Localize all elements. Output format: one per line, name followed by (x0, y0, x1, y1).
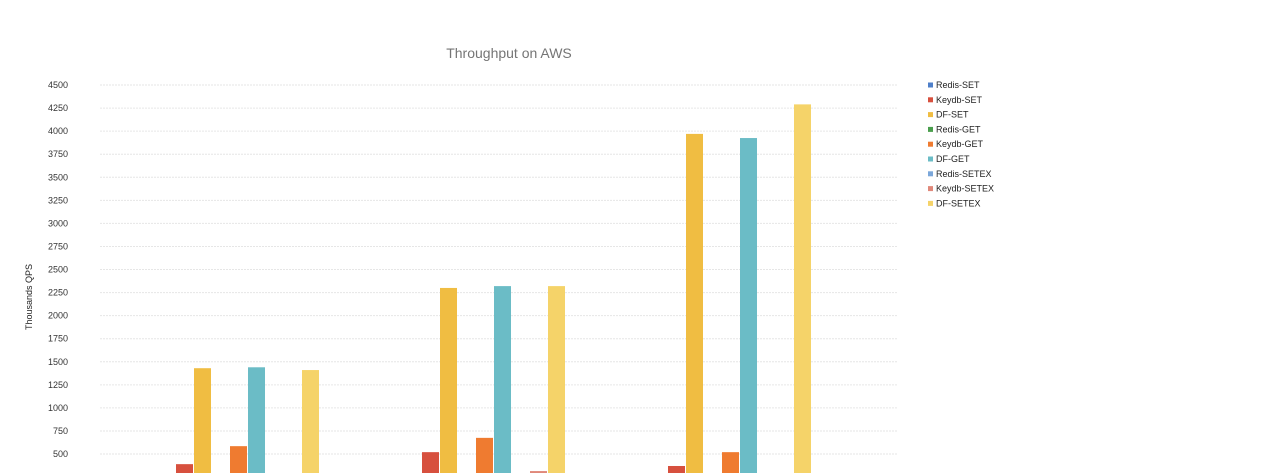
legend-item[interactable]: DF-SETEX (928, 198, 981, 208)
bar-df-set (686, 133, 703, 473)
legend-item[interactable]: Redis-GET (928, 124, 981, 134)
bar-df-get (740, 138, 757, 473)
y-tick-label: 3500 (48, 172, 68, 182)
legend-swatch (928, 186, 933, 192)
bar-keydb-set (176, 464, 193, 473)
bar-df-set (440, 287, 457, 473)
bar-df-setex (548, 286, 565, 473)
legend-swatch (928, 156, 933, 162)
legend-item[interactable]: Keydb-SETEX (928, 184, 994, 194)
y-tick-label: 4250 (48, 103, 68, 113)
y-tick-label: 1250 (48, 380, 68, 390)
legend-label: Keydb-GET (936, 139, 984, 149)
y-tick-label: 1000 (48, 403, 68, 413)
bar-df-setex (794, 104, 811, 473)
y-tick-label: 750 (53, 426, 68, 436)
y-axis-label: Thousands QPS (24, 264, 34, 330)
chart-title: Throughput on AWS (446, 45, 572, 61)
y-tick-label: 1750 (48, 334, 68, 344)
legend-label: DF-SET (936, 110, 969, 120)
y-tick-label: 2250 (48, 288, 68, 298)
legend-label: DF-SETEX (936, 198, 981, 208)
legend-label: Redis-SETEX (936, 169, 992, 179)
legend-swatch (928, 200, 933, 206)
y-tick-label: 1500 (48, 357, 68, 367)
legend-swatch (928, 141, 933, 147)
legend-swatch (928, 97, 933, 103)
bar-df-setex (302, 370, 319, 473)
legend-item[interactable]: Keydb-GET (928, 139, 984, 149)
bar-keydb-get (230, 446, 247, 473)
legend-label: DF-GET (936, 154, 970, 164)
y-tick-label: 3750 (48, 149, 68, 159)
legend-label: Redis-SET (936, 80, 980, 90)
y-tick-label: 2000 (48, 311, 68, 321)
bar-keydb-setex (530, 471, 547, 473)
y-tick-label: 500 (53, 449, 68, 459)
legend-item[interactable]: DF-SET (928, 110, 969, 120)
bar-keydb-set (422, 452, 439, 473)
bar-df-get (248, 367, 265, 473)
y-tick-label: 4000 (48, 126, 68, 136)
legend-item[interactable]: Redis-SETEX (928, 169, 992, 179)
legend-label: Redis-GET (936, 124, 981, 134)
bar-keydb-set (668, 465, 685, 473)
y-tick-label: 2500 (48, 265, 68, 275)
y-tick-label: 4500 (48, 80, 68, 90)
legend-swatch (928, 82, 933, 88)
legend-item[interactable]: Redis-SET (928, 80, 980, 90)
bar-keydb-get (476, 437, 493, 473)
legend-item[interactable]: Keydb-SET (928, 95, 983, 105)
legend-swatch (928, 126, 933, 132)
legend-label: Keydb-SETEX (936, 184, 994, 194)
y-tick-label: 3250 (48, 195, 68, 205)
bar-df-get (494, 286, 511, 473)
bar-keydb-get (722, 452, 739, 473)
y-tick-label: 2750 (48, 241, 68, 251)
legend-swatch (928, 171, 933, 177)
legend-item[interactable]: DF-GET (928, 154, 970, 164)
legend-swatch (928, 112, 933, 118)
bar-df-set (194, 368, 211, 473)
legend-label: Keydb-SET (936, 95, 983, 105)
y-tick-label: 3000 (48, 218, 68, 228)
